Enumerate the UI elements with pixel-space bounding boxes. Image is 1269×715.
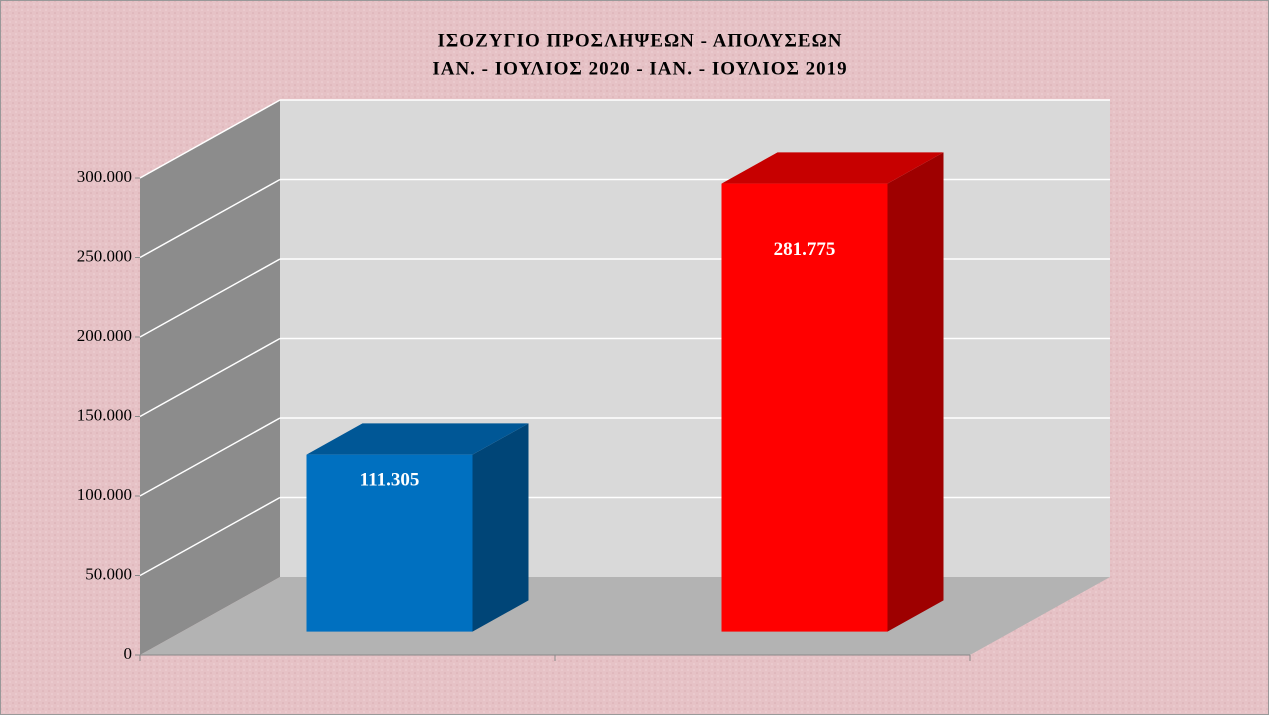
value-label: 111.305 <box>360 470 420 491</box>
y-tick-label: 200.000 <box>77 326 132 345</box>
bar <box>306 454 473 632</box>
bar-top <box>721 152 944 184</box>
y-tick-label: 50.000 <box>85 564 132 583</box>
value-label: 281.775 <box>774 239 836 260</box>
bar-side <box>887 152 944 632</box>
grid-line <box>139 417 281 497</box>
y-tick-label: 100.000 <box>77 485 132 504</box>
chart-title: ΙΣΟΖΥΓΙΟ ΠΡΟΣΛΗΨΕΩΝ - ΑΠΟΛΥΣΕΩΝ <box>437 30 842 51</box>
bar <box>721 183 888 632</box>
chart-subtitle: ΙΑΝ. - ΙΟΥΛΙΟΣ 2020 - ΙΑΝ. - ΙΟΥΛΙΟΣ 201… <box>432 58 847 79</box>
grid-line <box>139 178 281 259</box>
y-tick-label: 150.000 <box>77 405 132 424</box>
grid-line <box>139 496 281 577</box>
floor <box>140 577 1110 655</box>
y-tick-label: 250.000 <box>77 246 132 265</box>
grid-line <box>139 258 281 338</box>
bar-side <box>472 423 529 632</box>
grid-line <box>139 337 281 418</box>
bar-top <box>306 423 529 455</box>
y-tick-label: 300.000 <box>77 167 132 186</box>
grid-line <box>139 99 281 179</box>
y-tick-label: 0 <box>124 644 133 663</box>
